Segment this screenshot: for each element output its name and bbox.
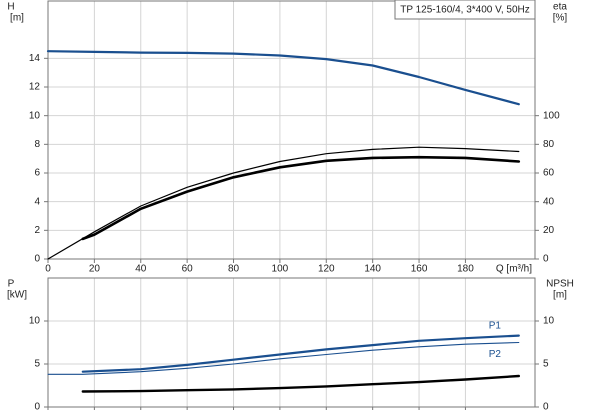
y-tick-label: 6 bbox=[34, 168, 40, 179]
y2-axis-label: eta bbox=[553, 2, 567, 13]
y-tick-label: 0 bbox=[34, 402, 40, 413]
y2-tick-label: 60 bbox=[543, 168, 555, 179]
x-tick-label: 80 bbox=[228, 264, 240, 275]
x-tick-label: 140 bbox=[364, 264, 381, 275]
x-tick-label: 100 bbox=[272, 264, 289, 275]
y-tick-label: 8 bbox=[34, 139, 40, 150]
x-tick-label: 160 bbox=[411, 264, 428, 275]
y-axis-label: H bbox=[7, 2, 14, 13]
y-tick-label: 10 bbox=[29, 316, 41, 327]
y2-tick-label: 0 bbox=[543, 254, 549, 265]
data-line bbox=[81, 155, 521, 241]
y-tick-label: 10 bbox=[29, 110, 41, 121]
y-tick-label: 2 bbox=[34, 225, 40, 236]
series-label: P2 bbox=[489, 349, 502, 360]
data-line bbox=[47, 341, 520, 375]
y2-axis-unit: [m] bbox=[553, 290, 567, 301]
x-tick-label: 40 bbox=[135, 264, 147, 275]
y2-axis-label: NPSH bbox=[546, 279, 574, 290]
x-tick-label: 60 bbox=[182, 264, 194, 275]
y2-axis-unit: [%] bbox=[553, 13, 568, 24]
plot-frame bbox=[47, 0, 536, 260]
y-axis-unit: [m] bbox=[10, 13, 24, 24]
y2-tick-label: 100 bbox=[543, 110, 560, 121]
y-tick-label: 5 bbox=[34, 359, 40, 370]
series-label: P1 bbox=[489, 320, 502, 331]
x-tick-label: 120 bbox=[318, 264, 335, 275]
y-tick-label: 0 bbox=[34, 254, 40, 265]
y-tick-label: 14 bbox=[29, 53, 41, 64]
y-axis-unit: [kW] bbox=[7, 290, 27, 301]
title-box bbox=[394, 0, 536, 20]
x-axis-label: Q [m³/h] bbox=[496, 264, 532, 275]
data-line bbox=[81, 374, 520, 393]
y-tick-label: 12 bbox=[29, 82, 41, 93]
x-tick-label: 20 bbox=[89, 264, 101, 275]
y2-tick-label: 0 bbox=[543, 402, 549, 413]
data-line bbox=[46, 50, 520, 106]
x-tick-label: 0 bbox=[45, 264, 51, 275]
x-tick-label: 180 bbox=[457, 264, 474, 275]
y2-tick-label: 20 bbox=[543, 225, 555, 236]
y2-tick-label: 40 bbox=[543, 196, 555, 207]
y2-tick-label: 10 bbox=[543, 316, 555, 327]
data-line bbox=[81, 334, 520, 373]
data-line bbox=[47, 146, 520, 260]
chart-title: TP 125-160/4, 3*400 V, 50Hz bbox=[400, 5, 530, 16]
y2-tick-label: 5 bbox=[543, 359, 549, 370]
y-axis-label: P bbox=[8, 279, 15, 290]
y-tick-label: 4 bbox=[34, 196, 40, 207]
y2-tick-label: 80 bbox=[543, 139, 555, 150]
plot-frame bbox=[47, 277, 536, 408]
